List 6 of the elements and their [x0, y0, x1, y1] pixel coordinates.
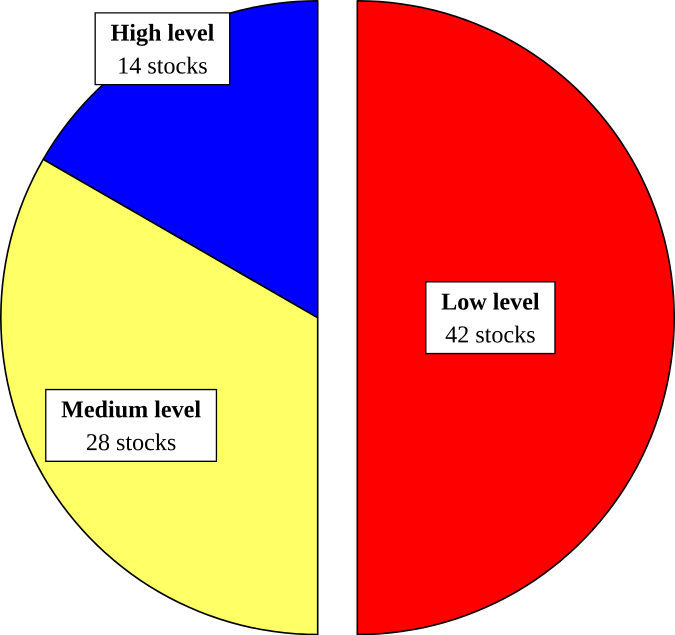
data-label: 42 stocks	[446, 325, 535, 342]
data-label: 14 stocks	[119, 56, 207, 74]
data-label: 28 stocks	[86, 433, 176, 450]
slice-label: Medium level	[62, 400, 201, 418]
slice-label: High level	[110, 24, 214, 46]
slice-label: Low level	[442, 292, 540, 310]
